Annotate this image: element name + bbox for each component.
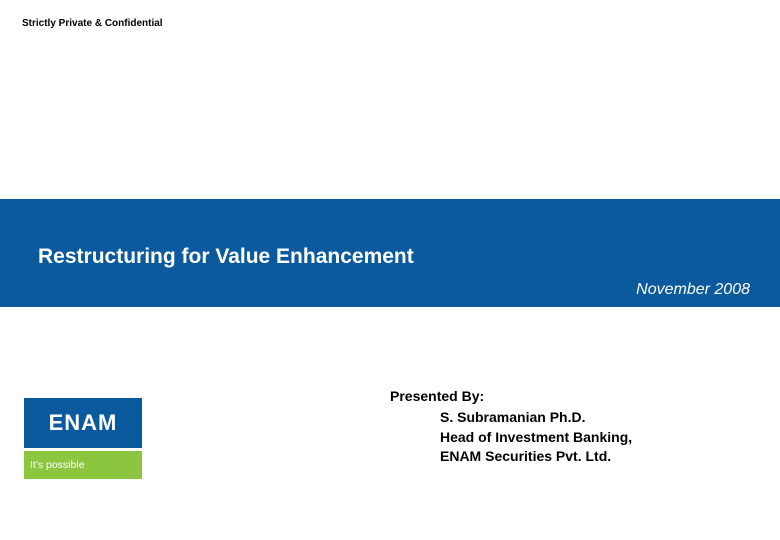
title-bar: Restructuring for Value Enhancement Nove… [0,199,780,307]
logo-top-panel: ENAM [24,398,142,448]
presenter-role: Head of Investment Banking, [440,428,632,448]
presenter-heading: Presented By: [390,388,632,404]
slide-title: Restructuring for Value Enhancement [38,245,414,269]
logo-bottom-panel: It's possible [24,451,142,479]
presenter-block: Presented By: S. Subramanian Ph.D. Head … [390,388,632,467]
logo-tagline: It's possible [30,459,85,471]
slide-date: November 2008 [636,281,750,299]
presenter-company: ENAM Securities Pvt. Ltd. [440,447,632,467]
logo-brand-text: ENAM [49,410,118,436]
enam-logo: ENAM It's possible [24,398,142,479]
confidential-label: Strictly Private & Confidential [22,18,163,29]
presenter-name: S. Subramanian Ph.D. [440,408,632,428]
